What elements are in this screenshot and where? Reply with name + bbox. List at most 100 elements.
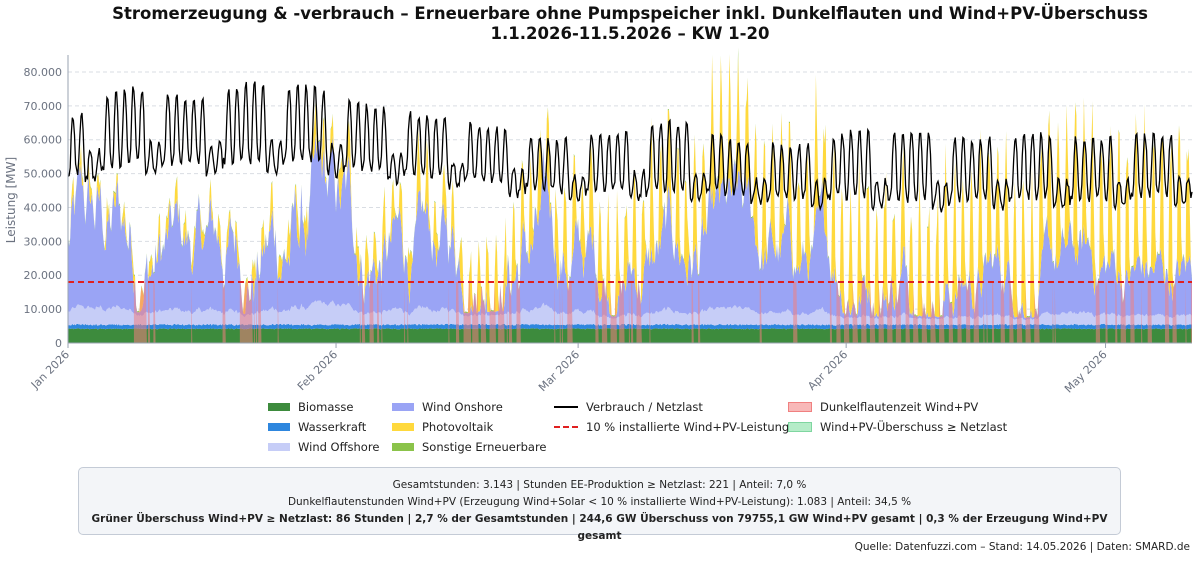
- dunkelflaute-region: [277, 282, 279, 343]
- dunkelflaute-region: [1185, 282, 1187, 343]
- legend-dunkelflaute: Dunkelflautenzeit Wind+PV: [788, 400, 978, 414]
- legend-swatch-pv: [392, 423, 414, 431]
- legend-biomasse: Biomasse: [268, 400, 353, 414]
- dunkelflaute-region: [1000, 282, 1006, 343]
- y-tick-label: 40.000: [24, 201, 63, 214]
- dunkelflaute-region: [567, 282, 573, 343]
- y-tick-label: 20.000: [24, 269, 63, 282]
- area-wind-onshore: [68, 133, 1192, 321]
- stats-line-3: Grüner Überschuss Wind+PV ≥ Netzlast: 86…: [91, 513, 1108, 542]
- legend-swatch-sonstige: [392, 443, 414, 451]
- dunkelflaute-region: [489, 282, 496, 343]
- line-verbrauch: [67, 81, 1193, 213]
- dunkelflaute-region: [1016, 294, 1023, 343]
- dunkelflaute-region: [939, 282, 945, 343]
- dunkelflaute-region: [506, 282, 508, 343]
- dunkelflaute-region: [1164, 282, 1170, 343]
- dunkelflaute-region: [361, 282, 366, 343]
- dunkelflaute-region: [869, 282, 876, 343]
- dunkelflaute-region: [1105, 282, 1108, 343]
- dunkelflaute-region: [983, 282, 985, 343]
- dunkelflaute-region: [610, 282, 618, 343]
- y-tick-label: 80.000: [24, 66, 63, 79]
- dunkelflaute-region: [559, 283, 561, 343]
- dunkelflaute-region: [631, 282, 634, 343]
- dunkelflaute-region: [698, 282, 701, 343]
- dunkelflaute-region: [381, 286, 383, 343]
- x-tick-label: Jan 2026: [28, 348, 72, 392]
- dunkelflaute-region: [948, 290, 954, 343]
- chart-title-line1: Stromerzeugung & -verbrauch – Erneuerbar…: [112, 4, 1148, 23]
- x-tick-label: Apr 2026: [805, 348, 850, 393]
- dunkelflaute-region: [258, 282, 262, 343]
- chart-plot: 0 10.000 20.000 30.000 40.000 50.000 60.000 70.…: [4, 47, 1193, 396]
- dunkelflaute-region: [239, 282, 253, 343]
- y-tick-label: 60.000: [24, 134, 63, 147]
- dunkelflaute-region: [1147, 282, 1153, 343]
- legend-threshold: 10 % installierte Wind+PV-Leistung: [554, 420, 789, 434]
- dunkelflaute-region: [191, 282, 193, 343]
- y-tick-label: 50.000: [24, 168, 63, 181]
- dunkelflaute-region: [895, 282, 902, 343]
- area-photovoltaik: [68, 55, 1192, 319]
- dunkelflaute-region: [691, 282, 694, 343]
- dunkelflaute-region: [601, 282, 608, 343]
- dunkelflaute-region: [905, 282, 910, 343]
- dunkelflaute-region: [1095, 282, 1101, 343]
- dunkelflaute-region: [1120, 282, 1127, 343]
- dunkelflaute-region: [472, 282, 479, 343]
- legend-swatch-threshold: [554, 426, 578, 428]
- dunkelflaute-region: [836, 282, 841, 343]
- dunkelflaute-region: [1141, 282, 1143, 343]
- chart-title-line2: 1.1.2026-11.5.2026 – KW 1-20: [490, 24, 770, 43]
- dunkelflaute-region: [1054, 282, 1056, 343]
- source-note: Quelle: Datenfuzzi.com – Stand: 14.05.20…: [854, 541, 1190, 553]
- dunkelflaute-region: [636, 282, 642, 343]
- dunkelflaute-region: [852, 283, 859, 343]
- area-biomasse: [68, 328, 1192, 343]
- dunkelflaute-region: [1052, 282, 1054, 343]
- dunkelflaute-region: [448, 282, 450, 343]
- y-tick-label: 30.000: [24, 235, 63, 248]
- dunkelflaute-region: [1130, 282, 1135, 343]
- dunkelflaute-region: [793, 282, 798, 343]
- legend-offshore: Wind Offshore: [268, 440, 379, 454]
- dunkelflaute-region: [377, 282, 380, 343]
- dunkelflaute-region: [369, 282, 374, 343]
- y-axis-label: Leistung [MW]: [4, 157, 18, 243]
- x-tick-label: Feb 2026: [295, 348, 340, 393]
- legend-swatch-ueberschuss: [788, 422, 812, 432]
- dunkelflaute-region: [1172, 282, 1177, 343]
- x-tick-label: May 2026: [1062, 348, 1110, 396]
- dunkelflaute-region: [878, 282, 884, 343]
- dunkelflaute-region: [913, 286, 919, 343]
- dunkelflaute-region: [1009, 282, 1014, 343]
- dunkelflaute-region: [508, 282, 513, 343]
- dunkelflaute-region: [463, 282, 472, 343]
- dunkelflaute-region: [921, 293, 928, 343]
- dunkelflaute-region: [1190, 282, 1192, 343]
- legend-swatch-verbrauch: [554, 406, 578, 408]
- dunkelflaute-region: [649, 282, 651, 343]
- legend-swatch-biomasse: [268, 403, 290, 411]
- legend-swatch-offshore: [268, 443, 290, 451]
- dunkelflaute-region: [1115, 282, 1118, 343]
- dunkelflaute-region: [957, 282, 962, 343]
- dunkelflaute-region: [222, 282, 226, 343]
- x-tick-label: Mar 2026: [536, 348, 582, 394]
- dunkelflaute-region: [359, 282, 361, 343]
- dunkelflaute-region: [455, 282, 460, 343]
- stats-box: Gesamtstunden: 3.143 | Stunden EE-Produk…: [78, 467, 1121, 542]
- legend-sonstige: Sonstige Erneuerbare: [392, 440, 547, 454]
- area-wind-offshore: [68, 300, 1192, 326]
- stats-line-2: Dunkelflautenstunden Wind+PV (Erzeugung …: [287, 496, 912, 508]
- legend-onshore: Wind Onshore: [392, 400, 503, 414]
- legend-pv: Photovoltaik: [392, 420, 493, 434]
- dunkelflaute-region: [843, 291, 850, 343]
- dunkelflaute-region: [595, 282, 599, 343]
- dunkelflaute-region: [861, 282, 867, 343]
- dunkelflaute-region: [133, 282, 147, 343]
- dunkelflaute-region: [628, 282, 630, 343]
- legend-swatch-wasserkraft: [268, 423, 290, 431]
- lines: [67, 81, 1193, 284]
